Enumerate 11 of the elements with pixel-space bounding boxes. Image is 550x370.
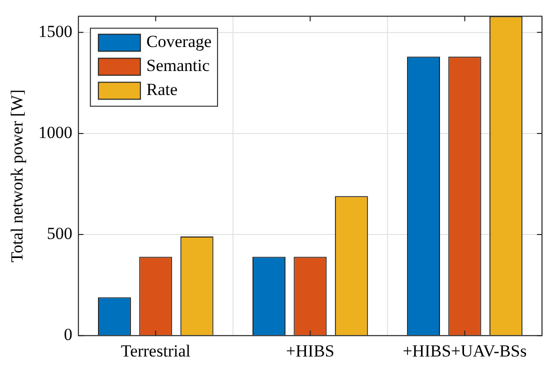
legend-label: Coverage [146,32,212,52]
y-axis-title: Total network power [W] [8,89,27,262]
x-tick-label: Terrestrial [120,341,191,360]
y-tick-label: 1500 [38,22,72,41]
legend-label: Semantic [146,56,210,76]
y-tick-label: 500 [46,224,72,243]
y-tick-label: 1000 [38,122,72,142]
legend-label: Rate [146,80,178,100]
y-tick-label: 0 [64,325,72,344]
x-tick-label: +HIBS+UAV-BSs [402,341,527,360]
x-tick-label: +HIBS [286,341,334,360]
